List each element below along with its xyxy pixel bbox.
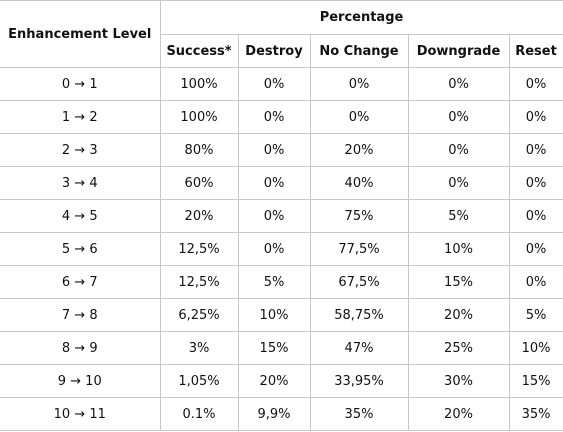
no-change-cell: 75% [309,199,409,233]
level-cell: 0 → 1 [0,67,161,101]
success-cell: 80% [159,133,239,167]
destroy-cell: 0% [237,133,311,167]
table-row: 3 → 4 60% 0% 40% 0% 0% [0,166,563,200]
destroy-cell: 15% [237,331,311,365]
destroy-cell: 0% [237,199,311,233]
success-cell: 100% [159,100,239,134]
success-cell: 60% [159,166,239,200]
downgrade-cell: 0% [407,166,510,200]
no-change-cell: 20% [309,133,409,167]
destroy-cell: 0% [237,166,311,200]
destroy-cell: 5% [237,265,311,299]
downgrade-cell: 0% [407,100,510,134]
header-row-group: Enhancement Level Percentage [0,0,563,68]
table-row: 0 → 1 100% 0% 0% 0% 0% [0,67,563,101]
percentage-group-header: Percentage [159,0,563,35]
success-cell: 12,5% [159,265,239,299]
level-cell: 5 → 6 [0,232,161,266]
level-cell: 1 → 2 [0,100,161,134]
reset-cell: 0% [508,232,563,266]
reset-cell: 0% [508,67,563,101]
column-header-downgrade: Downgrade [407,34,510,68]
no-change-cell: 47% [309,331,409,365]
destroy-cell: 0% [237,67,311,101]
reset-cell: 0% [508,133,563,167]
reset-cell: 0% [508,265,563,299]
column-header-success: Success* [160,34,239,68]
no-change-cell: 0% [309,67,409,101]
no-change-cell: 77,5% [309,232,409,266]
reset-cell: 0% [508,100,563,134]
table-row: 1 → 2 100% 0% 0% 0% 0% [0,100,563,134]
no-change-cell: 33,95% [309,364,409,398]
column-header-reset: Reset [508,34,563,68]
level-cell: 2 → 3 [0,133,161,167]
success-cell: 20% [159,199,239,233]
success-cell: 100% [159,67,239,101]
table-row: 6 → 7 12,5% 5% 67,5% 15% 0% [0,265,563,299]
no-change-cell: 35% [309,397,409,431]
success-cell: 3% [159,331,239,365]
downgrade-cell: 0% [407,67,510,101]
table-row: 10 → 11 0.1% 9,9% 35% 20% 35% [0,397,563,431]
column-header-no-change: No Change [309,34,409,68]
level-cell: 10 → 11 [0,397,161,431]
column-header-destroy: Destroy [237,34,311,68]
no-change-cell: 67,5% [309,265,409,299]
table-row: 8 → 9 3% 15% 47% 25% 10% [0,331,563,365]
downgrade-cell: 20% [407,298,510,332]
level-cell: 4 → 5 [0,199,161,233]
reset-cell: 15% [508,364,563,398]
downgrade-cell: 20% [407,397,510,431]
destroy-cell: 9,9% [237,397,311,431]
destroy-cell: 0% [237,100,311,134]
table-row: 2 → 3 80% 0% 20% 0% 0% [0,133,563,167]
table-row: 4 → 5 20% 0% 75% 5% 0% [0,199,563,233]
reset-cell: 5% [508,298,563,332]
downgrade-cell: 15% [407,265,510,299]
level-cell: 7 → 8 [0,298,161,332]
reset-cell: 0% [508,199,563,233]
success-cell: 12,5% [159,232,239,266]
reset-cell: 10% [508,331,563,365]
enhancement-level-header: Enhancement Level [0,0,161,68]
downgrade-cell: 5% [407,199,510,233]
no-change-cell: 58,75% [309,298,409,332]
no-change-cell: 0% [309,100,409,134]
downgrade-cell: 10% [407,232,510,266]
table-row: 9 → 10 1,05% 20% 33,95% 30% 15% [0,364,563,398]
reset-cell: 0% [508,166,563,200]
success-cell: 1,05% [159,364,239,398]
level-cell: 6 → 7 [0,265,161,299]
level-cell: 8 → 9 [0,331,161,365]
reset-cell: 35% [508,397,563,431]
destroy-cell: 20% [237,364,311,398]
table-row: 7 → 8 6,25% 10% 58,75% 20% 5% [0,298,563,332]
success-cell: 6,25% [159,298,239,332]
downgrade-cell: 25% [407,331,510,365]
downgrade-cell: 30% [407,364,510,398]
level-cell: 9 → 10 [0,364,161,398]
downgrade-cell: 0% [407,133,510,167]
table-row: 5 → 6 12,5% 0% 77,5% 10% 0% [0,232,563,266]
no-change-cell: 40% [309,166,409,200]
destroy-cell: 0% [237,232,311,266]
destroy-cell: 10% [237,298,311,332]
success-cell: 0.1% [159,397,239,431]
level-cell: 3 → 4 [0,166,161,200]
